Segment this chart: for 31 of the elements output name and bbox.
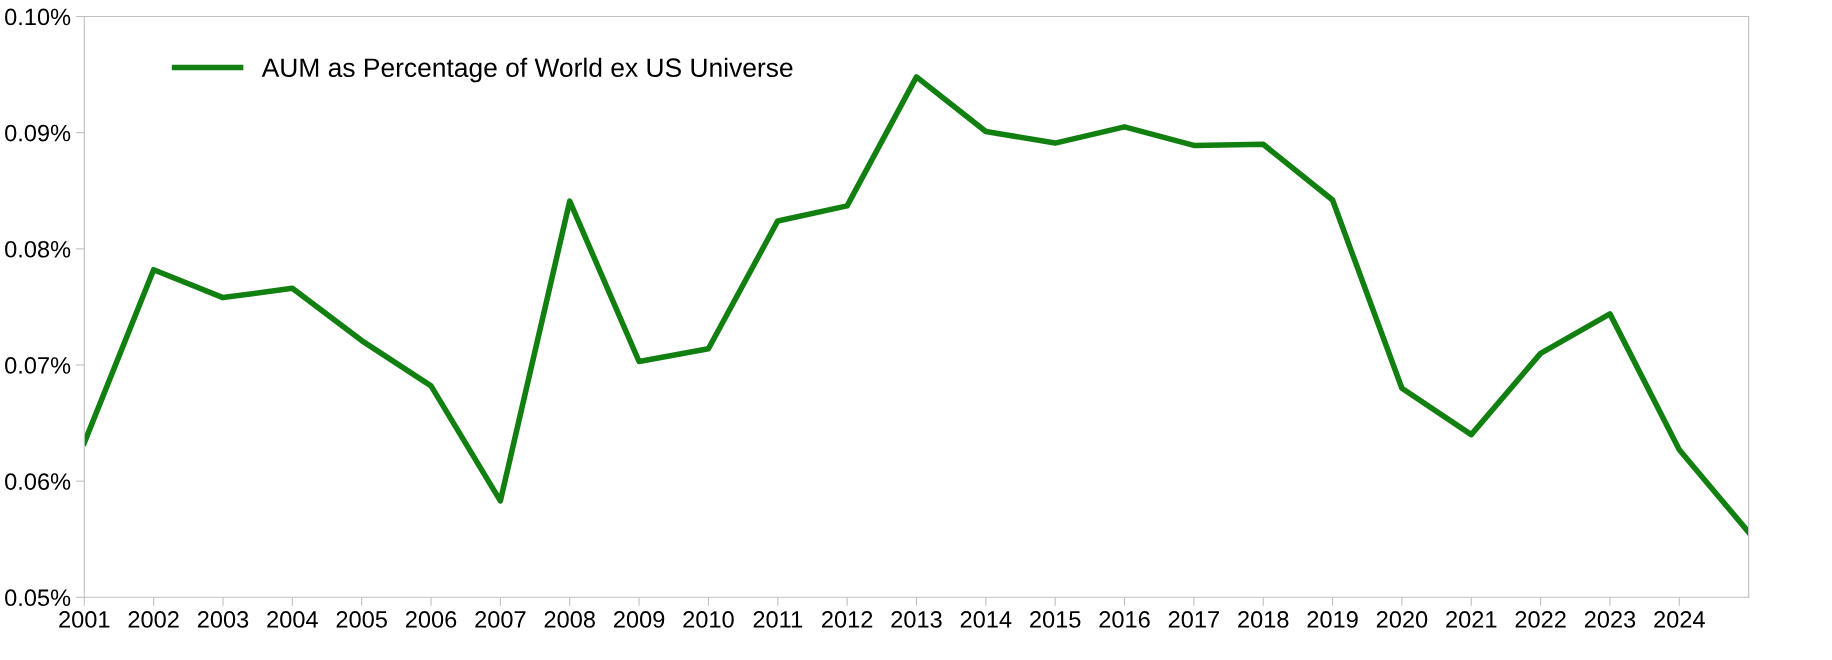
y-tick-label: 0.06% xyxy=(5,473,71,490)
y-tick-label: 0.07% xyxy=(5,357,71,374)
x-tick-label: 2013 xyxy=(891,611,942,628)
x-tick-label: 2022 xyxy=(1515,611,1566,628)
x-tick-label: 2003 xyxy=(197,611,249,628)
x-tick-label: 2015 xyxy=(1030,611,1081,628)
x-tick-label: 2021 xyxy=(1446,611,1497,628)
x-tick-label: 2011 xyxy=(753,611,802,628)
x-tick-label: 2002 xyxy=(128,611,179,628)
x-tick-label: 2023 xyxy=(1584,611,1636,628)
x-tick-label: 2014 xyxy=(960,611,1012,628)
x-tick-label: 2007 xyxy=(475,611,526,628)
x-tick-label: 2016 xyxy=(1099,611,1150,628)
x-tick-label: 2017 xyxy=(1168,611,1219,628)
x-tick-label: 2005 xyxy=(336,611,387,628)
y-tick-label: 0.05% xyxy=(5,589,71,607)
x-tick-label: 2012 xyxy=(822,611,873,628)
y-tick-label: 0.08% xyxy=(5,240,71,258)
x-tick-label: 2024 xyxy=(1654,611,1705,628)
x-tick-label: 2018 xyxy=(1238,611,1289,628)
y-tick-label: 0.09% xyxy=(5,124,71,142)
x-tick-label: 2019 xyxy=(1307,611,1358,628)
x-tick-label: 2010 xyxy=(683,611,734,628)
x-tick-label: 2004 xyxy=(267,611,318,628)
x-tick-label: 2006 xyxy=(405,611,457,628)
legend-label: AUM as Percentage of World ex US Universe xyxy=(261,57,793,83)
y-tick-label: 0.10% xyxy=(5,8,71,26)
x-tick-label: 2008 xyxy=(544,611,595,628)
x-tick-label: 2009 xyxy=(613,611,665,628)
x-tick-label: 2020 xyxy=(1376,611,1428,628)
x-tick-label: 2001 xyxy=(59,611,110,628)
